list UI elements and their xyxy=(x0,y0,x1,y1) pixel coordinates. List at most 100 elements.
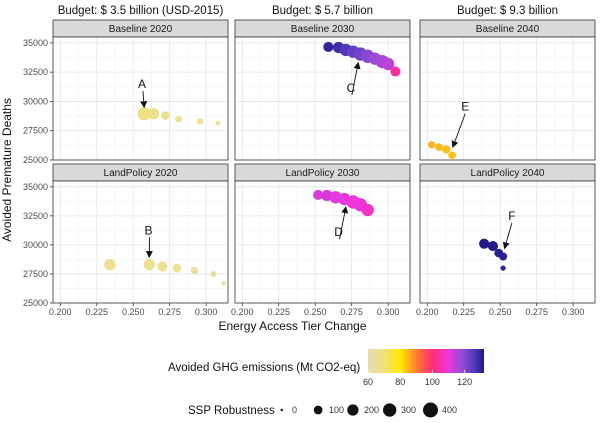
color-legend: Avoided GHG emissions (Mt CO2-eq)60 80 100… xyxy=(168,349,484,387)
panel-landpolicy-2030: LandPolicy 2030 D 0.200 0.225 0.250 0.275 0.30… xyxy=(231,163,411,317)
data-point xyxy=(428,141,436,149)
size-legend-point xyxy=(347,404,359,416)
annotation-label: D xyxy=(334,225,343,239)
plot-area xyxy=(420,181,595,303)
panel-border xyxy=(419,180,596,304)
annotation-arrow xyxy=(351,61,361,96)
x-tick-label: 0.200 xyxy=(49,307,72,317)
panel-baseline-2030: Baseline 2030 C xyxy=(234,19,411,161)
color-legend-title: Avoided GHG emissions (Mt CO2-eq) xyxy=(168,362,360,374)
budget-label-1: Budget: $ 3.5 billion (USD-2015) xyxy=(58,5,224,17)
panel-title: LandPolicy 2020 xyxy=(104,168,178,179)
x-tick-label: 0.300 xyxy=(562,307,585,317)
plot-area xyxy=(53,37,228,160)
panel-border xyxy=(52,180,229,304)
data-point xyxy=(210,271,217,277)
panel-border xyxy=(52,36,229,161)
data-point xyxy=(390,66,401,77)
panel-title: Baseline 2030 xyxy=(291,24,355,35)
y-tick-label: 25000 xyxy=(23,155,48,165)
x-tick-label: 0.225 xyxy=(85,307,108,317)
y-tick-label: 27500 xyxy=(23,269,48,279)
data-point xyxy=(448,151,456,160)
x-axis-title: Energy Access Tier Change xyxy=(218,319,366,333)
panel-border xyxy=(234,36,411,161)
plot-area xyxy=(235,181,410,303)
data-point xyxy=(361,203,374,217)
data-point xyxy=(190,266,199,275)
data-point xyxy=(174,115,182,123)
annotation-arrow xyxy=(140,90,148,109)
data-point xyxy=(172,263,182,273)
data-point xyxy=(435,143,443,151)
x-tick-label: 0.200 xyxy=(416,307,439,317)
data-point xyxy=(221,281,226,286)
size-legend-label: 400 xyxy=(442,405,457,415)
data-point xyxy=(157,261,168,272)
x-tick-label: 0.200 xyxy=(231,307,254,317)
size-legend-point xyxy=(423,402,438,418)
budget-label-2: Budget: $ 5.7 billion xyxy=(272,5,373,17)
x-tick-label: 0.300 xyxy=(195,307,218,317)
budget-label-3: Budget: $ 9.3 billion xyxy=(457,5,558,17)
size-legend-label: 300 xyxy=(401,405,416,415)
data-point xyxy=(143,259,155,271)
color-legend-tick-label: 100 xyxy=(425,377,440,387)
color-bar xyxy=(368,349,484,373)
size-legend-label: 100 xyxy=(329,405,344,415)
size-legend-label: 200 xyxy=(364,405,379,415)
data-point xyxy=(313,189,324,201)
panel-title: LandPolicy 2040 xyxy=(471,168,545,179)
x-tick-label: 0.250 xyxy=(304,307,327,317)
size-legend-point xyxy=(313,405,323,415)
data-point xyxy=(479,238,490,249)
x-tick-label: 0.275 xyxy=(158,307,181,317)
plot-area xyxy=(53,181,228,303)
data-point xyxy=(137,107,151,121)
color-legend-tick-label: 120 xyxy=(457,377,472,387)
panel-title: Baseline 2040 xyxy=(476,24,540,35)
x-tick-label: 0.275 xyxy=(340,307,363,317)
x-tick-label: 0.250 xyxy=(489,307,512,317)
data-point xyxy=(160,111,170,120)
y-tick-label: 27500 xyxy=(23,126,48,136)
x-tick-label: 0.225 xyxy=(267,307,290,317)
size-legend-title: SSP Robustness xyxy=(188,405,275,417)
panel-title: LandPolicy 2030 xyxy=(286,168,360,179)
data-point xyxy=(442,145,451,154)
size-legend: SSP Robustness 0 100 200 300 400 xyxy=(188,402,457,418)
annotation-arrow xyxy=(339,206,349,240)
panel-baseline-2020: Baseline 2020 A 25000 27500 30000 32500 35000 xyxy=(23,19,229,165)
y-tick-label: 30000 xyxy=(23,240,48,250)
annotation-arrow xyxy=(502,222,513,250)
data-point xyxy=(197,118,204,125)
data-point xyxy=(381,57,395,71)
panel-landpolicy-2020: LandPolicy 2020 B 25000 27500 30000 32500 3500… xyxy=(23,163,229,317)
x-tick-label: 0.300 xyxy=(377,307,400,317)
y-tick-label: 25000 xyxy=(23,298,48,308)
annotation-label: B xyxy=(145,223,153,237)
annotation-arrow xyxy=(451,113,466,149)
plot-area xyxy=(420,37,595,160)
panel-title: Baseline 2020 xyxy=(109,24,173,35)
panel-border xyxy=(419,36,596,161)
size-legend-point xyxy=(280,408,283,412)
y-tick-label: 32500 xyxy=(23,211,48,221)
y-tick-label: 32500 xyxy=(23,67,48,77)
color-legend-tick-label: 80 xyxy=(395,377,405,387)
y-tick-label: 30000 xyxy=(23,96,48,106)
x-tick-label: 0.225 xyxy=(452,307,475,317)
panel-baseline-2040: Baseline 2040 E xyxy=(419,19,596,161)
size-legend-label: 0 xyxy=(292,405,297,415)
data-point xyxy=(323,41,334,53)
y-axis-title: Avoided Premature Deaths xyxy=(0,98,14,242)
panel-landpolicy-2040: LandPolicy 2040 F 0.200 0.225 0.250 0.275 0.30… xyxy=(416,163,596,317)
data-point xyxy=(147,108,160,120)
data-point xyxy=(499,252,508,261)
x-tick-label: 0.250 xyxy=(122,307,145,317)
annotation-label: A xyxy=(138,77,146,91)
annotation-label: E xyxy=(461,100,469,114)
panel-border xyxy=(234,180,411,304)
x-tick-label: 0.275 xyxy=(525,307,548,317)
